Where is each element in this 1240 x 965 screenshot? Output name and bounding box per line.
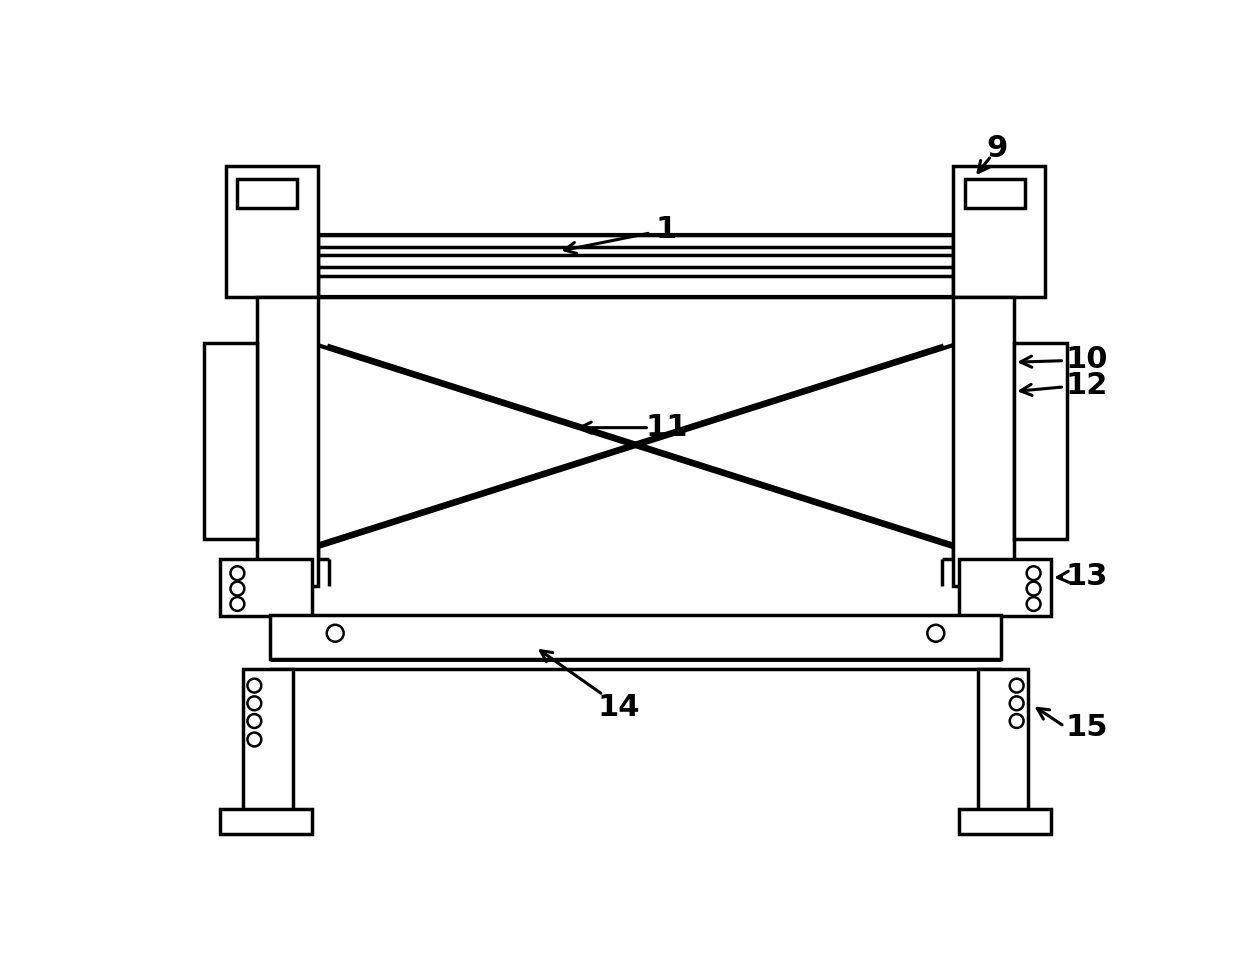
Text: 12: 12 <box>1065 371 1107 400</box>
Text: 1: 1 <box>656 215 677 244</box>
Bar <box>1014 343 1066 539</box>
Bar <box>270 615 1001 659</box>
Bar <box>965 179 1025 208</box>
Text: 11: 11 <box>645 413 687 442</box>
Text: 13: 13 <box>1065 562 1107 591</box>
Bar <box>219 559 312 617</box>
Bar <box>952 297 1014 586</box>
Bar <box>959 809 1052 834</box>
Bar <box>243 669 293 812</box>
Text: 9: 9 <box>987 133 1008 163</box>
Bar <box>959 559 1052 617</box>
Bar <box>205 343 257 539</box>
Bar <box>978 669 1028 812</box>
Bar <box>226 166 319 297</box>
Bar <box>952 166 1045 297</box>
Text: 10: 10 <box>1065 345 1107 373</box>
Text: 15: 15 <box>1065 713 1107 742</box>
Bar <box>319 235 952 297</box>
Bar <box>219 809 312 834</box>
Text: 14: 14 <box>598 693 640 722</box>
Bar <box>237 179 298 208</box>
Bar <box>257 297 319 586</box>
